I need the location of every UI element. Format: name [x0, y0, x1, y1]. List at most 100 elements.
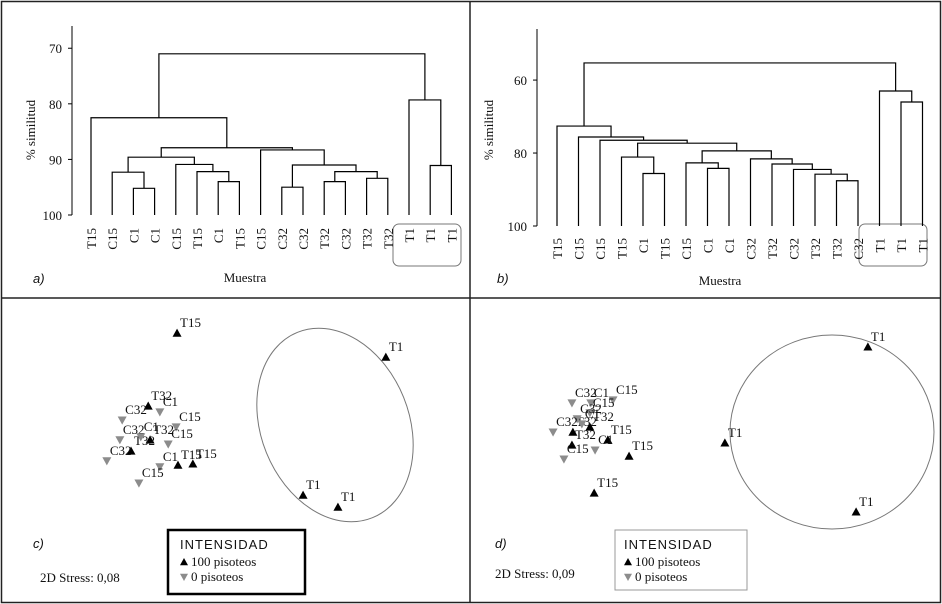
point-label: T32 — [593, 409, 614, 424]
point-label: T1 — [871, 329, 885, 344]
dendrogram-link — [260, 149, 325, 215]
dendrogram-link — [749, 158, 793, 226]
legend-marker — [624, 573, 632, 581]
legend-label: 0 pisoteos — [635, 569, 687, 584]
legend-title: INTENSIDAD — [180, 537, 269, 552]
legend-label: 100 pisoteos — [191, 554, 256, 569]
point-label: C1 — [594, 385, 609, 400]
point — [567, 440, 577, 449]
point-label: C1 — [585, 406, 600, 421]
point — [585, 422, 595, 431]
dendrogram-link — [429, 164, 452, 215]
dendrogram-link — [160, 147, 293, 158]
legend-title: INTENSIDAD — [624, 537, 713, 552]
leaf-label: T32 — [765, 238, 780, 259]
dendrogram-link — [217, 181, 240, 215]
dendrogram-link — [334, 171, 378, 182]
leaf-label: C1 — [722, 238, 737, 253]
y-tick-label: 80 — [514, 146, 527, 161]
point — [567, 399, 577, 408]
dendrogram-link — [175, 163, 214, 215]
point — [143, 401, 153, 410]
y-tick-label: 100 — [508, 219, 528, 234]
point — [559, 455, 569, 464]
point — [548, 428, 558, 437]
panel-label: c) — [33, 536, 44, 551]
dendrogram-link — [642, 172, 666, 226]
point — [171, 423, 181, 432]
point-label: T15 — [611, 422, 632, 437]
leaf-label: C32 — [296, 228, 311, 250]
point-label: C15 — [171, 426, 193, 441]
dendrogram-link — [556, 125, 612, 226]
leaf-label: C1 — [148, 228, 163, 243]
group-ellipse — [256, 327, 414, 523]
point-label: C1 — [598, 432, 613, 447]
dendrogram-link — [291, 164, 357, 188]
y-axis-label: % similitud — [481, 99, 496, 160]
y-tick-label: 60 — [514, 73, 527, 88]
leaf-label: T15 — [84, 228, 99, 249]
leaf-label: T1 — [444, 228, 459, 242]
legend-label: 100 pisoteos — [635, 554, 700, 569]
dendrogram-link — [408, 99, 442, 215]
point-label: C32 — [125, 402, 147, 417]
leaf-label: T15 — [550, 238, 565, 259]
point — [603, 435, 613, 444]
leaf-label: T1 — [423, 228, 438, 242]
leaf-label: C32 — [787, 238, 802, 260]
point — [720, 438, 730, 447]
point-label: C15 — [179, 409, 201, 424]
dendrogram-link — [577, 136, 645, 226]
dendrogram-link — [90, 117, 228, 215]
leaf-label: T1 — [402, 228, 417, 242]
point — [136, 433, 146, 442]
point — [568, 427, 578, 436]
point — [188, 459, 198, 468]
dendrogram-link — [620, 156, 655, 226]
y-tick-label: 70 — [49, 41, 62, 56]
leaf-label: C15 — [679, 238, 694, 260]
point — [155, 408, 165, 417]
point — [333, 502, 343, 511]
leaf-label: C15 — [105, 228, 120, 250]
point-label: T1 — [341, 489, 355, 504]
point-label: C32 — [123, 422, 145, 437]
point — [117, 416, 127, 425]
leaf-label: T15 — [232, 228, 247, 249]
point-label: T15 — [632, 438, 653, 453]
point-label: T15 — [181, 447, 202, 462]
leaf-label: C15 — [593, 238, 608, 260]
dendrogram-link — [835, 180, 859, 226]
point — [608, 396, 618, 405]
leaf-label: T15 — [615, 238, 630, 259]
legend-marker — [624, 558, 632, 566]
dendrogram-link — [599, 139, 688, 226]
leaf-label: C1 — [636, 238, 651, 253]
leaf-label: T1 — [873, 238, 888, 252]
leaf-label: T15 — [190, 228, 205, 249]
point-label: C15 — [616, 382, 638, 397]
dendrogram-link — [132, 187, 156, 215]
dendrogram-link — [701, 150, 772, 163]
leaf-label: T32 — [808, 238, 823, 259]
point-label: C15 — [593, 395, 615, 410]
point — [590, 446, 600, 455]
dendrogram-link — [878, 90, 913, 226]
x-axis-label: Muestra — [224, 270, 267, 285]
dendrogram-link — [111, 171, 145, 215]
point-label: T32 — [153, 422, 174, 437]
point-label: T1 — [728, 425, 742, 440]
point-label: C1 — [163, 394, 178, 409]
leaf-label: T32 — [317, 228, 332, 249]
leaf-label: C1 — [211, 228, 226, 243]
panel-label: a) — [33, 271, 45, 286]
point-label: T15 — [196, 446, 217, 461]
point — [134, 479, 144, 488]
dendrogram-link — [281, 186, 304, 215]
point-label: C1 — [144, 419, 159, 434]
dendrogram-link — [900, 101, 924, 226]
dendrogram-link — [583, 62, 897, 127]
point — [585, 409, 595, 418]
